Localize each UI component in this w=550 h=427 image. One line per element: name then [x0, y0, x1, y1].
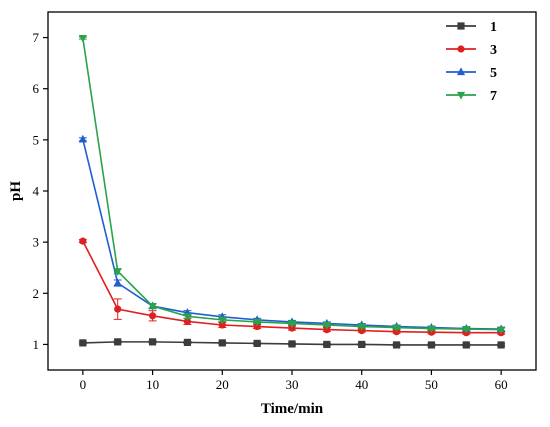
point-1-0: [79, 339, 87, 347]
x-tick-label-0: 0: [80, 377, 87, 392]
y-tick-label-7: 7: [33, 30, 40, 45]
point-3-35: [323, 325, 331, 334]
legend-marker-7: [456, 91, 466, 100]
point-7-60: [497, 326, 506, 335]
y-tick-label-2: 2: [33, 286, 40, 301]
x-tick-label-40: 40: [355, 377, 368, 392]
point-1-45: [392, 341, 401, 349]
legend-label-7: 7: [490, 89, 497, 104]
point-1-15: [183, 338, 192, 346]
point-7-15: [183, 313, 192, 321]
y-tick-label-5: 5: [33, 132, 40, 147]
point-1-25: [253, 339, 261, 348]
point-3-5: [114, 305, 122, 313]
legend-marker-5: [456, 67, 466, 76]
point-1-30: [288, 340, 296, 348]
point-5-5: [113, 278, 122, 287]
point-1-35: [323, 340, 331, 349]
point-7-25: [253, 318, 262, 327]
point-7-40: [357, 323, 366, 332]
point-5-0: [78, 134, 87, 143]
legend: 1 3 5 7: [446, 20, 497, 104]
point-7-5: [113, 268, 122, 276]
x-tick-label-50: 50: [425, 377, 438, 392]
point-3-0: [79, 237, 87, 245]
point-7-10: [148, 302, 157, 311]
point-1-60: [497, 341, 505, 349]
legend-marker-3: [457, 45, 465, 53]
x-tick-label-30: 30: [286, 377, 299, 392]
point-3-25: [253, 322, 261, 331]
x-tick-label-10: 10: [146, 377, 159, 392]
y-tick-label-3: 3: [33, 235, 40, 250]
ticks-layer: 0 10 20 30 40 50 60 1 2 3 4 5 6 7: [33, 30, 508, 392]
series-5-line: [82, 139, 502, 330]
point-3-20: [218, 321, 226, 329]
point-1-5: [114, 338, 122, 346]
point-7-50: [427, 325, 436, 334]
y-axis-title: pH: [8, 181, 24, 201]
point-1-20: [218, 339, 226, 347]
point-3-15: [183, 317, 192, 326]
point-1-55: [462, 341, 470, 349]
point-1-50: [427, 341, 436, 349]
legend-label-5: 5: [490, 66, 497, 81]
legend-marker-1: [457, 22, 465, 30]
plot-frame: [47, 11, 537, 371]
point-7-20: [218, 316, 227, 325]
y-tick-label-1: 1: [33, 337, 40, 352]
legend-label-3: 3: [490, 43, 497, 58]
x-tick-label-20: 20: [216, 377, 229, 392]
x-tick-label-60: 60: [495, 377, 508, 392]
point-1-40: [358, 340, 366, 349]
point-7-45: [392, 324, 401, 333]
series-7-line: [82, 37, 502, 331]
y-tick-label-4: 4: [33, 184, 40, 199]
point-1-10: [148, 338, 157, 346]
y-tick-label-6: 6: [33, 81, 40, 96]
point-3-10: [148, 312, 157, 320]
series-layer: [78, 34, 506, 349]
series-1: [78, 338, 506, 349]
point-7-30: [287, 320, 297, 329]
point-7-35: [322, 321, 331, 330]
series-5: [78, 134, 506, 333]
series-7: [78, 34, 506, 335]
legend-label-1: 1: [490, 20, 497, 35]
point-7-0: [78, 34, 87, 43]
point-3-30: [288, 324, 296, 332]
point-7-55: [462, 325, 471, 334]
x-axis-title: Time/min: [261, 401, 324, 417]
